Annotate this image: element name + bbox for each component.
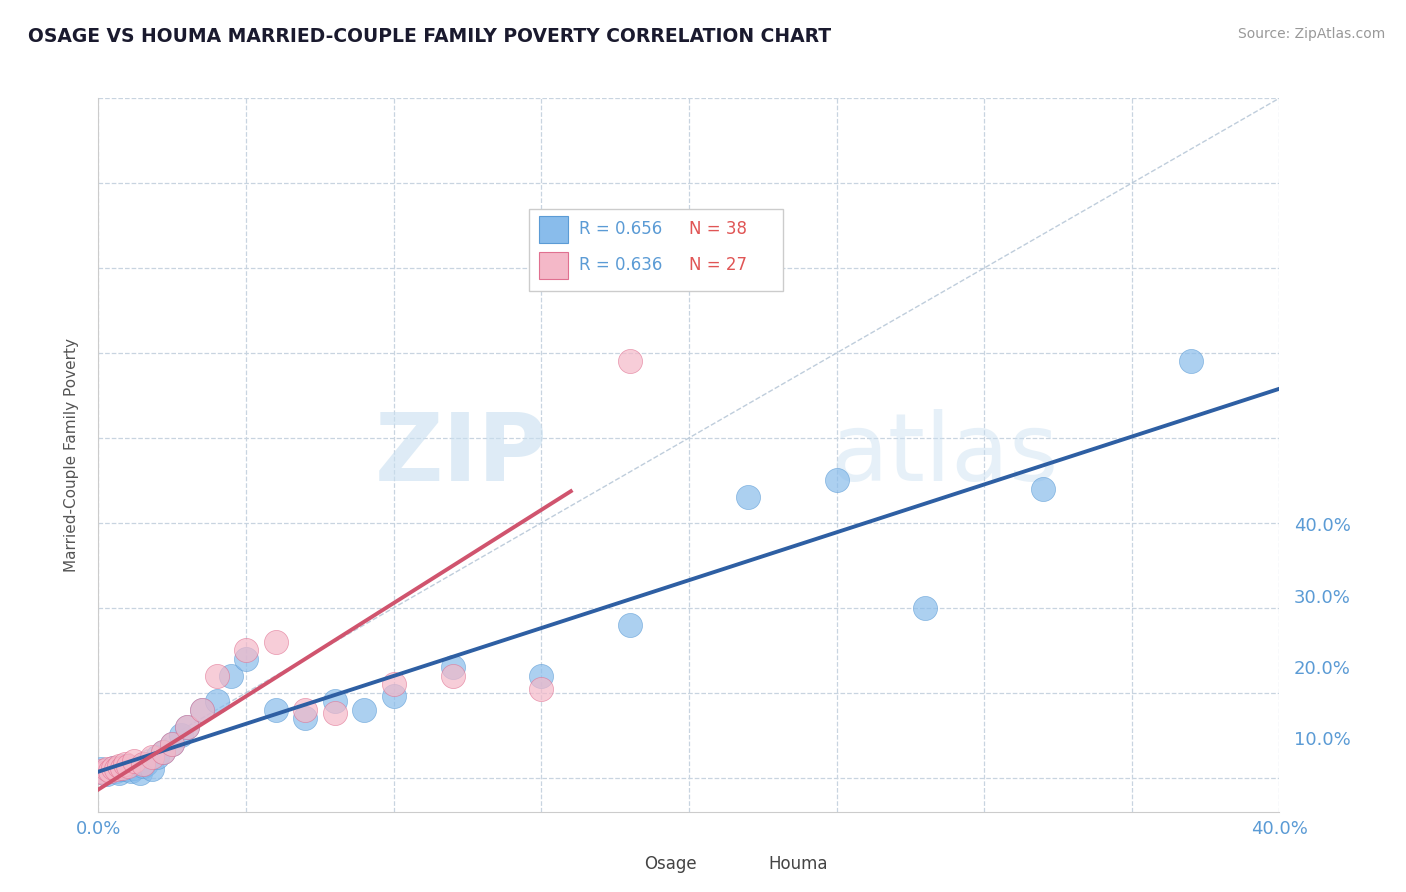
Point <box>152 745 174 759</box>
Point <box>146 750 169 764</box>
Text: N = 27: N = 27 <box>689 256 747 274</box>
Point <box>103 760 125 774</box>
Point <box>737 219 759 233</box>
Text: Houma: Houma <box>768 855 828 872</box>
Point <box>135 757 157 772</box>
Point <box>111 760 134 774</box>
Point <box>90 762 112 776</box>
FancyBboxPatch shape <box>730 853 759 874</box>
Point <box>122 760 145 774</box>
Point <box>353 703 375 717</box>
Point <box>103 760 125 774</box>
Point <box>152 745 174 759</box>
Text: 30.0%: 30.0% <box>1294 589 1351 607</box>
FancyBboxPatch shape <box>530 209 783 291</box>
Text: atlas: atlas <box>831 409 1059 501</box>
Point <box>96 767 118 781</box>
FancyBboxPatch shape <box>538 252 568 278</box>
Point <box>619 354 641 368</box>
Point <box>619 617 641 632</box>
Point <box>294 703 316 717</box>
Point <box>117 762 139 776</box>
Point <box>93 765 115 780</box>
FancyBboxPatch shape <box>606 853 634 874</box>
Point <box>205 669 228 683</box>
Point <box>1032 482 1054 496</box>
Point <box>914 600 936 615</box>
Text: N = 38: N = 38 <box>689 220 747 238</box>
Point <box>120 764 142 778</box>
Point <box>323 706 346 721</box>
Text: 10.0%: 10.0% <box>1294 731 1350 749</box>
Y-axis label: Married-Couple Family Poverty: Married-Couple Family Poverty <box>65 338 79 572</box>
FancyBboxPatch shape <box>538 216 568 243</box>
Text: ZIP: ZIP <box>374 409 547 501</box>
Point <box>170 728 193 742</box>
Text: 40.0%: 40.0% <box>1294 517 1351 535</box>
Point <box>114 757 136 772</box>
Point <box>235 643 257 657</box>
Point <box>105 764 128 778</box>
Text: Osage: Osage <box>644 855 697 872</box>
Point <box>737 491 759 505</box>
Point <box>162 737 183 751</box>
Point <box>141 750 163 764</box>
Point <box>111 762 134 776</box>
Point <box>219 669 242 683</box>
Text: Source: ZipAtlas.com: Source: ZipAtlas.com <box>1237 27 1385 41</box>
Point <box>117 759 139 773</box>
Point <box>205 694 228 708</box>
Point <box>382 677 405 691</box>
Point <box>264 635 287 649</box>
Point <box>98 764 121 778</box>
Point <box>191 703 214 717</box>
Point <box>441 669 464 683</box>
Text: 20.0%: 20.0% <box>1294 660 1351 678</box>
Point <box>176 720 198 734</box>
Point <box>93 765 115 780</box>
Point <box>323 694 346 708</box>
Point <box>294 711 316 725</box>
Point <box>235 652 257 666</box>
Point <box>114 759 136 773</box>
Point <box>98 764 121 778</box>
Point <box>530 682 553 697</box>
Point <box>90 764 112 778</box>
Point <box>132 759 155 773</box>
Point <box>128 765 150 780</box>
Point <box>176 720 198 734</box>
Point <box>108 759 131 773</box>
Point <box>382 689 405 703</box>
Text: OSAGE VS HOUMA MARRIED-COUPLE FAMILY POVERTY CORRELATION CHART: OSAGE VS HOUMA MARRIED-COUPLE FAMILY POV… <box>28 27 831 45</box>
Text: R = 0.656: R = 0.656 <box>579 220 662 238</box>
Point <box>96 762 118 776</box>
Point <box>825 474 848 488</box>
Point <box>162 737 183 751</box>
Point <box>141 762 163 776</box>
Point <box>1180 354 1202 368</box>
Point <box>132 757 155 772</box>
Point <box>191 703 214 717</box>
Point <box>530 669 553 683</box>
Point <box>108 765 131 780</box>
Point <box>122 754 145 768</box>
Point <box>264 703 287 717</box>
Point <box>441 660 464 674</box>
Point <box>105 762 128 776</box>
Text: R = 0.636: R = 0.636 <box>579 256 662 274</box>
